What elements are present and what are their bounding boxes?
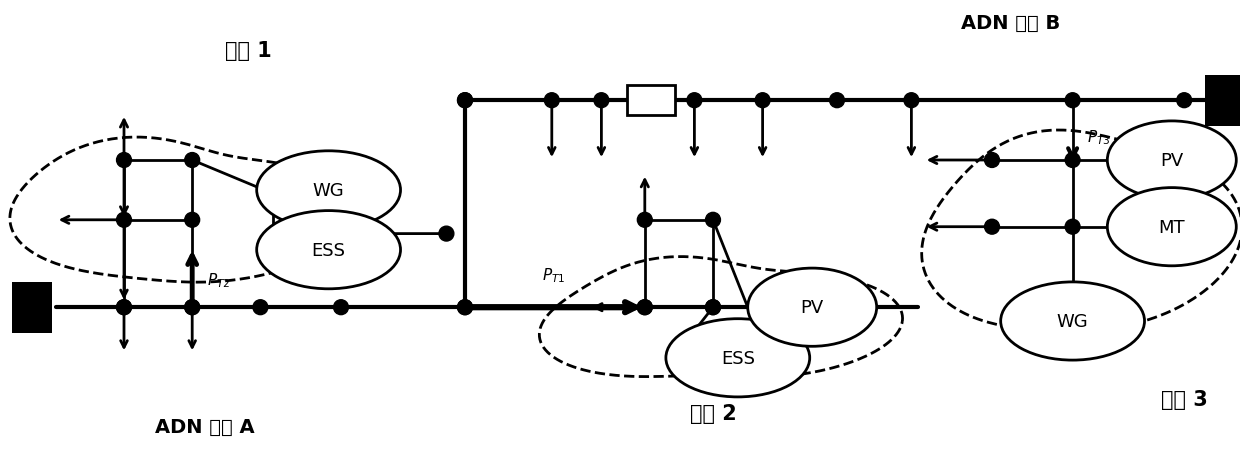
Circle shape: [985, 153, 999, 168]
Circle shape: [458, 300, 472, 315]
Circle shape: [117, 153, 131, 168]
Circle shape: [185, 300, 200, 315]
Bar: [12, 282, 52, 333]
Circle shape: [265, 243, 280, 257]
Bar: [1205, 76, 1240, 126]
Circle shape: [706, 300, 720, 315]
Circle shape: [1065, 94, 1080, 108]
Circle shape: [594, 94, 609, 108]
Ellipse shape: [1107, 122, 1236, 200]
Circle shape: [117, 300, 131, 315]
Circle shape: [544, 94, 559, 108]
Circle shape: [117, 300, 131, 315]
Circle shape: [1065, 153, 1080, 168]
Circle shape: [687, 94, 702, 108]
Circle shape: [904, 94, 919, 108]
Ellipse shape: [1001, 282, 1145, 360]
FancyBboxPatch shape: [627, 86, 675, 116]
Ellipse shape: [257, 211, 401, 289]
Circle shape: [265, 183, 280, 198]
Text: $P_{T3}$: $P_{T3}$: [1087, 129, 1111, 147]
Text: ADN 线路 B: ADN 线路 B: [961, 13, 1060, 33]
Text: $P_{T2}$: $P_{T2}$: [207, 271, 231, 289]
Text: ADN 线路 A: ADN 线路 A: [155, 417, 254, 437]
Circle shape: [637, 300, 652, 315]
Circle shape: [755, 94, 770, 108]
Circle shape: [637, 300, 652, 315]
Circle shape: [1065, 314, 1080, 329]
Circle shape: [637, 213, 652, 228]
Text: WG: WG: [312, 181, 345, 200]
Circle shape: [185, 153, 200, 168]
Circle shape: [439, 227, 454, 241]
Text: ESS: ESS: [720, 349, 755, 367]
Circle shape: [458, 94, 472, 108]
Circle shape: [1177, 94, 1192, 108]
Circle shape: [117, 213, 131, 228]
Circle shape: [253, 300, 268, 315]
Circle shape: [458, 300, 472, 315]
Circle shape: [780, 300, 795, 315]
Text: 区域 2: 区域 2: [689, 403, 737, 423]
Text: ESS: ESS: [311, 241, 346, 259]
Circle shape: [1065, 220, 1080, 235]
Circle shape: [458, 94, 472, 108]
Text: PV: PV: [1161, 151, 1183, 170]
Text: 区域 3: 区域 3: [1161, 389, 1208, 409]
Ellipse shape: [1107, 188, 1236, 266]
Text: $P_{T1}$: $P_{T1}$: [543, 266, 565, 285]
Circle shape: [706, 300, 720, 315]
Ellipse shape: [748, 269, 877, 347]
Circle shape: [185, 213, 200, 228]
Ellipse shape: [257, 151, 401, 230]
Circle shape: [848, 300, 863, 315]
Text: 区域 1: 区域 1: [224, 40, 272, 61]
Text: PV: PV: [801, 298, 823, 317]
Text: WG: WG: [1056, 312, 1089, 330]
Circle shape: [185, 300, 200, 315]
Text: MT: MT: [1158, 218, 1185, 236]
Circle shape: [706, 213, 720, 228]
Circle shape: [985, 220, 999, 235]
Ellipse shape: [666, 319, 810, 397]
Circle shape: [830, 94, 844, 108]
Circle shape: [334, 300, 348, 315]
